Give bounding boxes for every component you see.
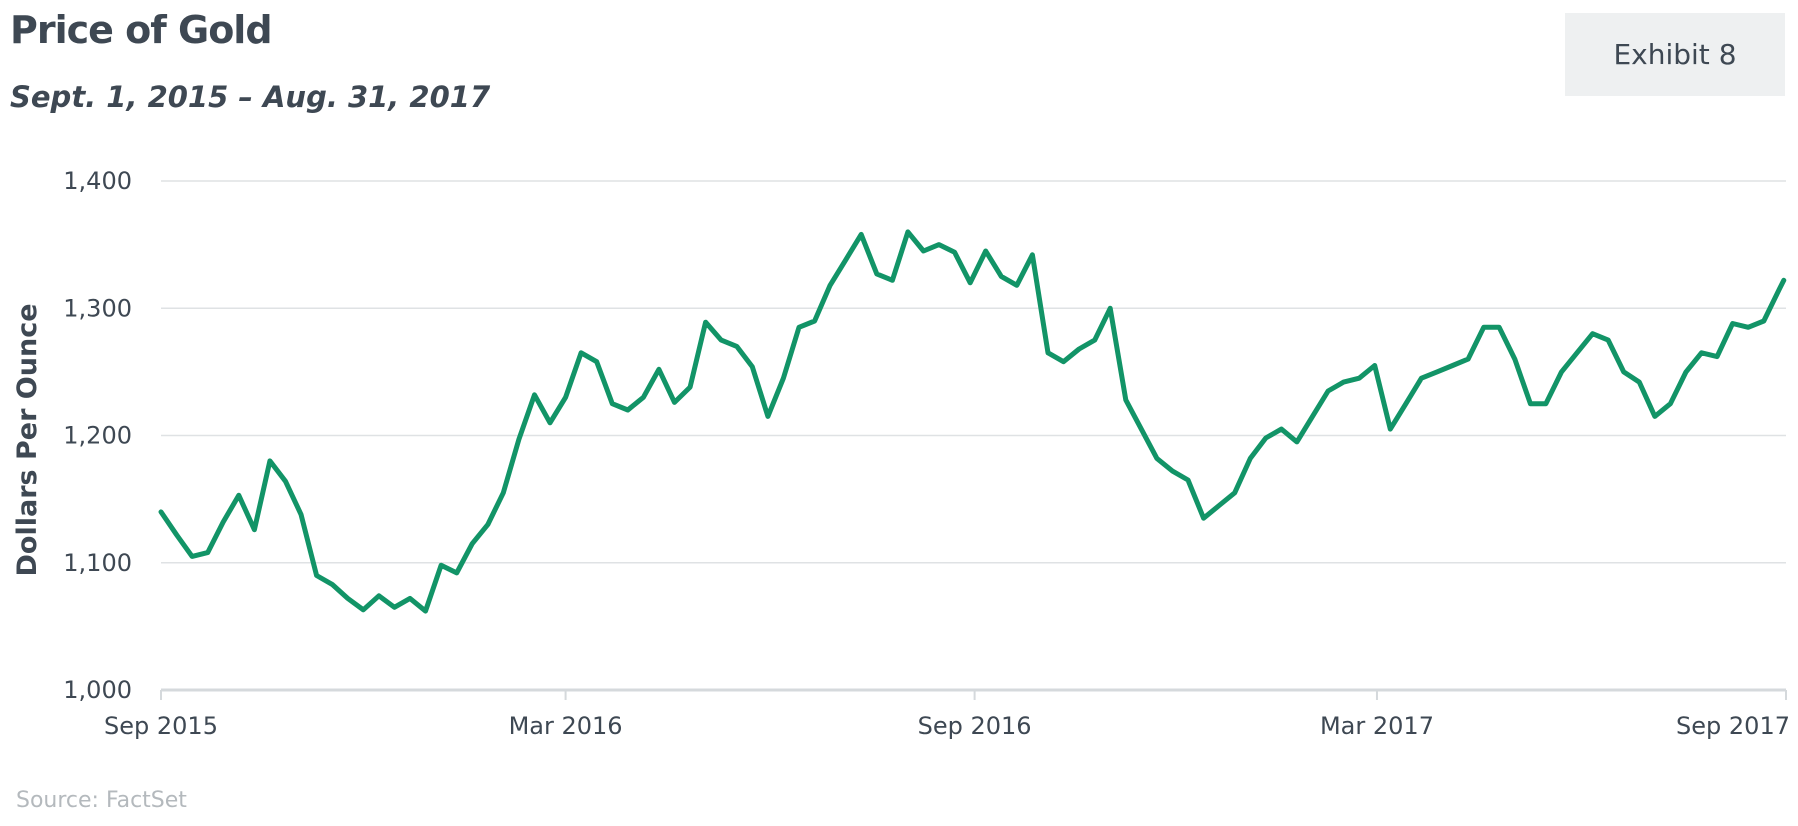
y-tick-label: 1,400 (63, 167, 132, 195)
y-axis-title: Dollars Per Ounce (12, 303, 43, 576)
page-title: Price of Gold (10, 8, 273, 52)
y-tick-label: 1,200 (63, 422, 132, 450)
x-tick-label: Mar 2016 (509, 712, 623, 740)
y-tick-label: 1,000 (63, 676, 132, 704)
y-tick-label: 1,300 (63, 294, 132, 322)
page-subtitle: Sept. 1, 2015 – Aug. 31, 2017 (10, 80, 491, 114)
source-note: Source: FactSet (16, 788, 187, 813)
axis-layer: 1,000 1,100 1,200 1,300 1,400 Sep 2015 Mar 201… (63, 167, 1790, 740)
grid-layer (161, 180, 1786, 564)
x-tick-label: Sep 2016 (918, 712, 1032, 740)
y-tick-label: 1,100 (63, 549, 132, 577)
exhibit-badge: Exhibit 8 (1565, 13, 1785, 96)
x-tick-label: Sep 2017 (1676, 712, 1790, 740)
series-layer (158, 229, 1787, 614)
x-tick-label: Mar 2017 (1320, 712, 1434, 740)
x-tick-label: Sep 2015 (104, 712, 218, 740)
gold-price-series-line (158, 229, 1787, 614)
